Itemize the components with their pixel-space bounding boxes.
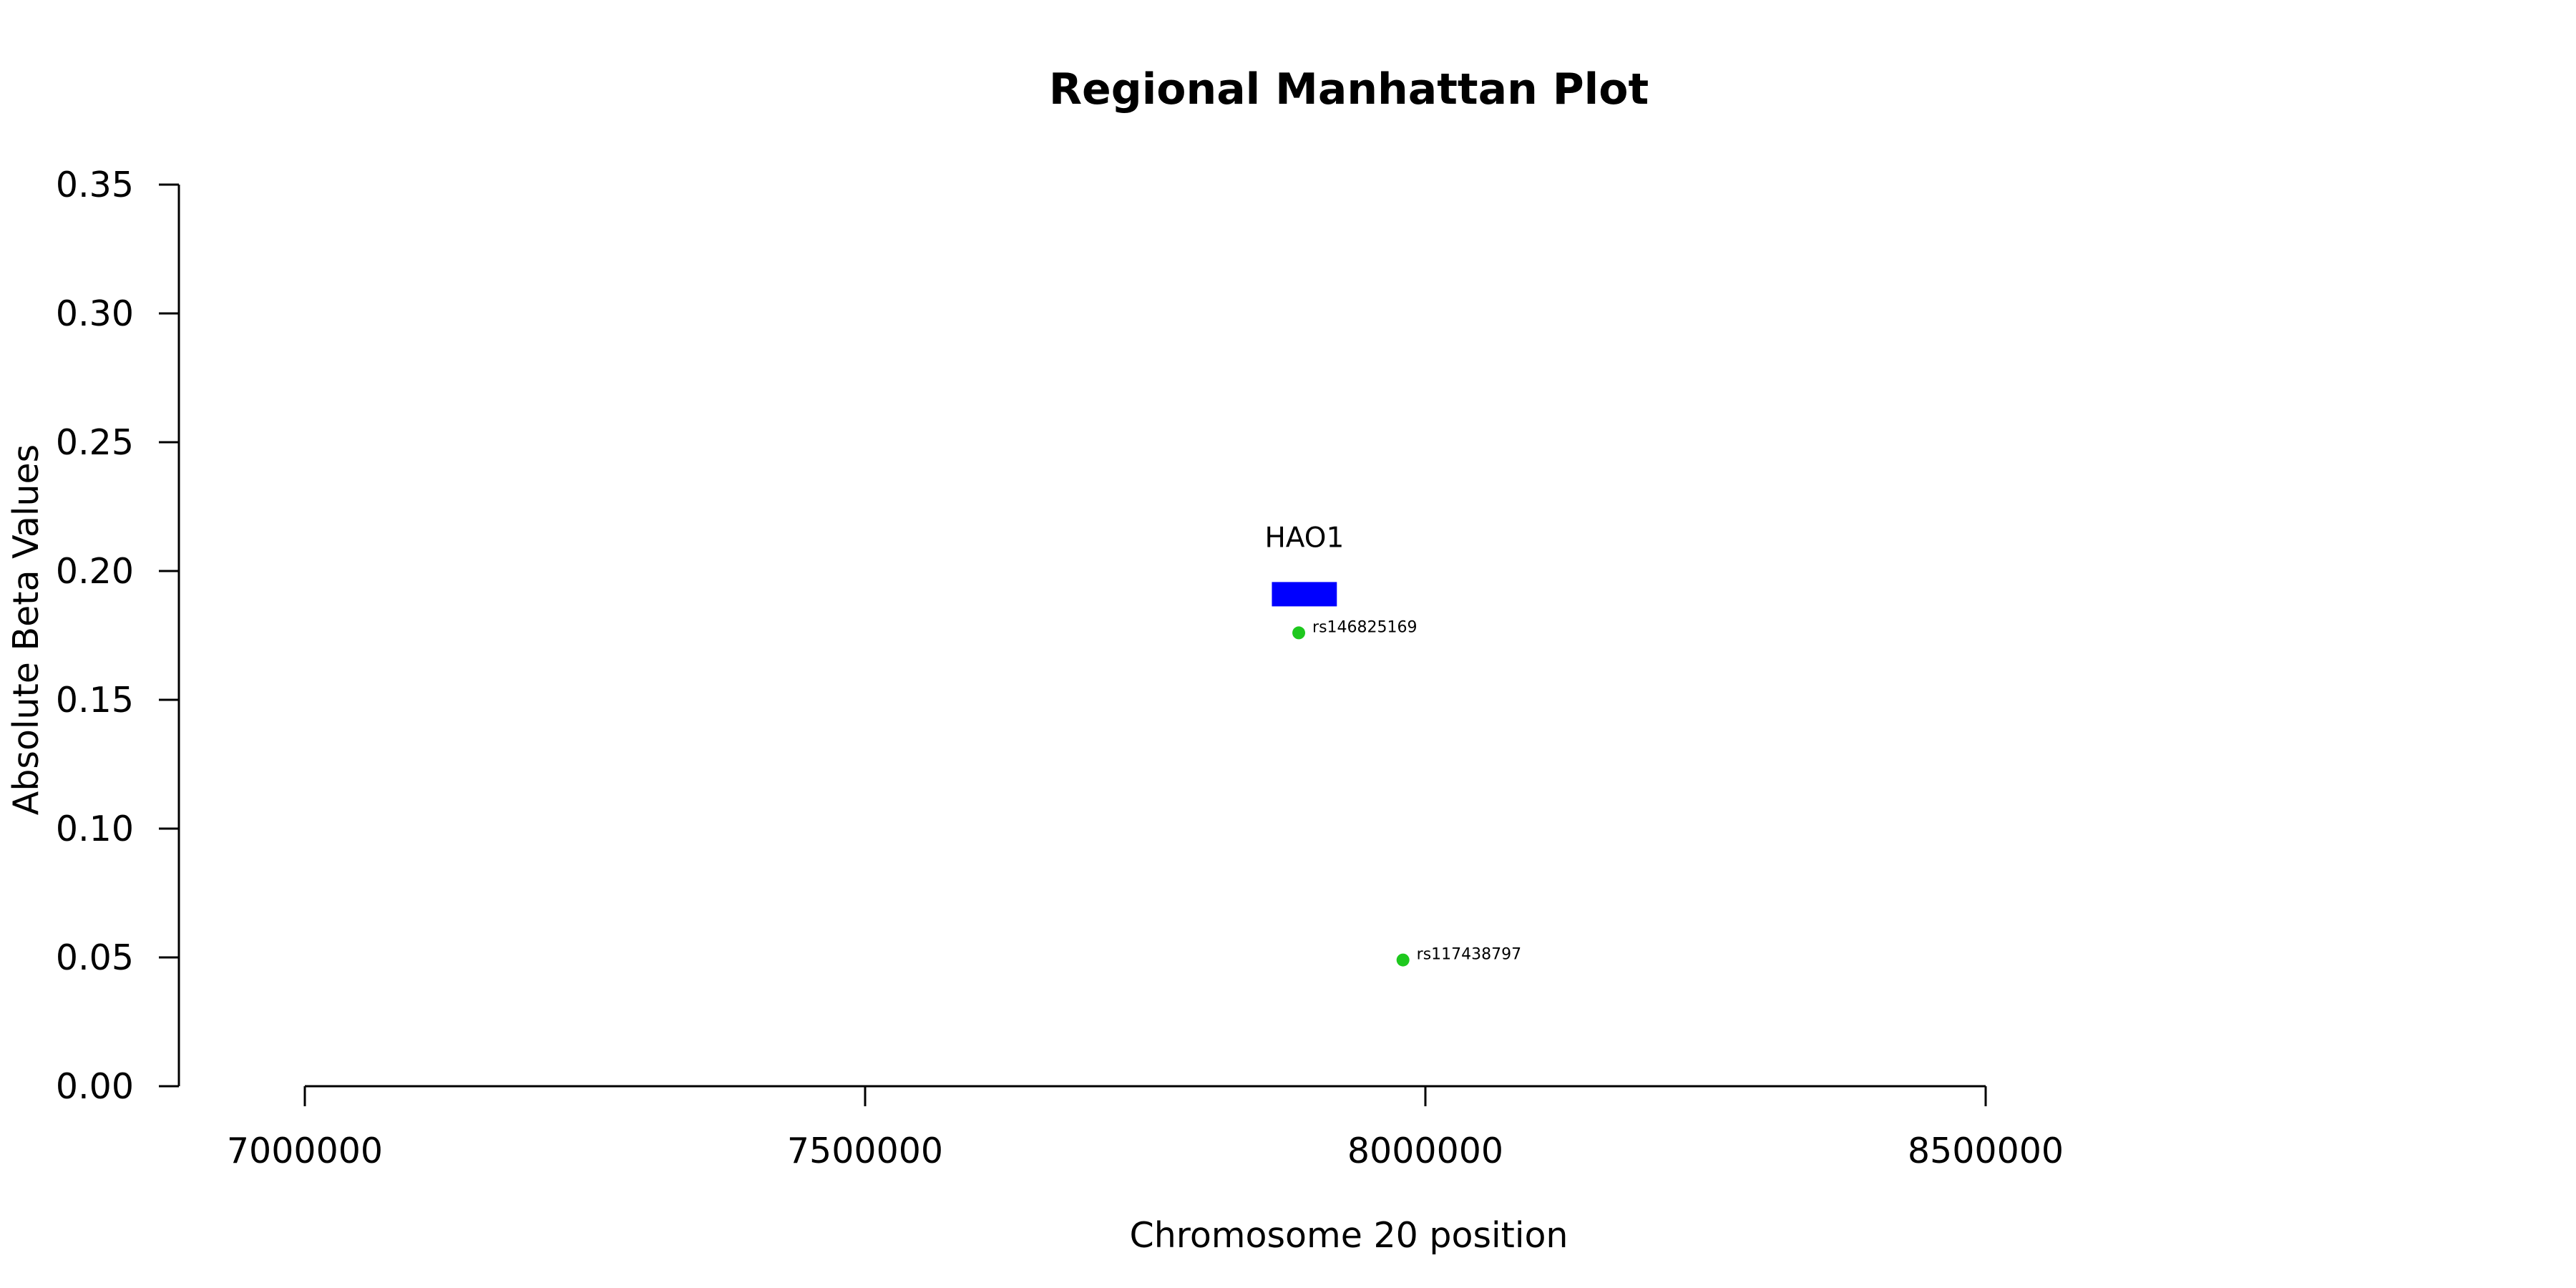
x-axis-ticks: 7000000 7500000 8000000 8500000 <box>227 1086 2064 1171</box>
y-tick-label: 0.00 <box>56 1066 134 1107</box>
x-tick-label: 8000000 <box>1347 1131 1503 1171</box>
snp-points: rs146825169 rs117438797 <box>1292 618 1521 967</box>
snp-point <box>1396 953 1410 967</box>
x-tick-label: 8500000 <box>1908 1131 2064 1171</box>
snp-point <box>1292 626 1306 640</box>
y-tick-label: 0.35 <box>56 165 134 205</box>
snp-label: rs117438797 <box>1417 946 1521 964</box>
y-axis-ticks: 0.00 0.05 0.10 0.15 0.20 0.25 0.30 0.35 <box>56 165 179 1107</box>
y-tick-label: 0.05 <box>56 937 134 978</box>
y-tick-label: 0.30 <box>56 293 134 334</box>
y-tick-label: 0.20 <box>56 551 134 592</box>
gene-label: HAO1 <box>1264 522 1344 554</box>
x-tick-label: 7000000 <box>227 1131 383 1171</box>
x-axis-label: Chromosome 20 position <box>1129 1215 1568 1256</box>
gene-bar <box>1272 582 1337 607</box>
y-tick-label: 0.25 <box>56 422 134 463</box>
y-tick-label: 0.10 <box>56 809 134 849</box>
chart-title: Regional Manhattan Plot <box>1049 64 1649 114</box>
y-axis-label: Absolute Beta Values <box>6 444 47 815</box>
x-tick-label: 7500000 <box>787 1131 943 1171</box>
y-tick-label: 0.15 <box>56 680 134 721</box>
gene-track: HAO1 <box>1264 522 1344 607</box>
snp-label: rs146825169 <box>1312 618 1417 636</box>
